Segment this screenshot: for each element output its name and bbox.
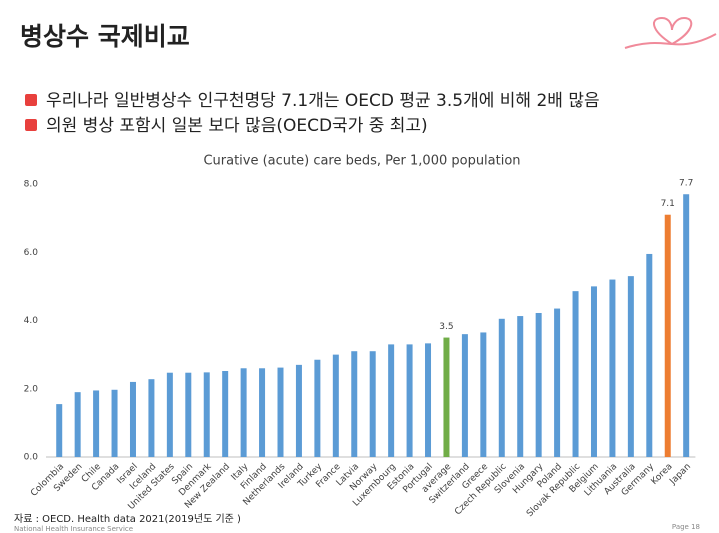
bar [240, 368, 247, 457]
bar [443, 337, 450, 457]
y-tick-label: 6.0 [24, 248, 39, 258]
bar [185, 372, 192, 457]
bar [111, 389, 118, 457]
source-note: 자료 : OECD. Health data 2021(2019년도 기준 ) [14, 513, 241, 525]
bar [259, 368, 266, 457]
bar [406, 344, 413, 457]
bar [590, 286, 597, 457]
slide-title: 병상수 국제비교 [20, 22, 190, 51]
bullet-text: 의원 병상 포함시 일본 보다 많음(OECD국가 중 최고) [46, 116, 428, 136]
bar [664, 214, 671, 457]
footer-organization: National Health Insurance Service [14, 525, 133, 533]
bar [461, 334, 468, 457]
logo-heart [653, 16, 693, 45]
bar [517, 316, 524, 457]
bar [222, 371, 229, 457]
bar [535, 312, 542, 457]
bar [314, 359, 321, 457]
bar [129, 381, 136, 457]
bar [554, 308, 561, 457]
bar [498, 318, 505, 457]
bullet-text: 우리나라 일반병상수 인구천명당 7.1개는 OECD 평균 3.5개에 비해 … [46, 91, 600, 111]
y-tick-label: 0.0 [24, 453, 39, 463]
bar [388, 344, 395, 457]
bullet-icon [25, 94, 37, 106]
bar [369, 351, 376, 457]
bullet-icon [25, 119, 37, 131]
bar [332, 354, 339, 457]
bar [480, 332, 487, 457]
chart-title: Curative (acute) care beds, Per 1,000 po… [203, 154, 520, 169]
y-tick-label: 8.0 [24, 180, 39, 190]
bar [627, 276, 634, 457]
y-tick-label: 4.0 [24, 316, 39, 326]
bar [646, 253, 653, 457]
bar [609, 279, 616, 457]
bar [74, 392, 81, 457]
bar [166, 372, 173, 457]
data-label: 3.5 [439, 322, 453, 332]
data-label: 7.7 [679, 179, 693, 189]
bar [203, 372, 210, 457]
bar [572, 291, 579, 457]
bar [425, 343, 432, 457]
bar [683, 194, 690, 458]
logo-ribbon [624, 33, 717, 49]
bar [295, 364, 302, 457]
bar [56, 404, 63, 457]
bar [277, 367, 284, 457]
bar [148, 379, 155, 457]
logo [624, 16, 717, 49]
page-number: Page 18 [672, 523, 700, 531]
data-label: 7.1 [661, 199, 675, 209]
y-tick-label: 2.0 [24, 384, 39, 394]
bar [351, 351, 358, 457]
bar [93, 390, 100, 457]
